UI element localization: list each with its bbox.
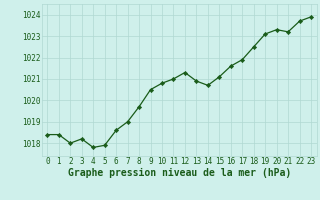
X-axis label: Graphe pression niveau de la mer (hPa): Graphe pression niveau de la mer (hPa) — [68, 168, 291, 178]
